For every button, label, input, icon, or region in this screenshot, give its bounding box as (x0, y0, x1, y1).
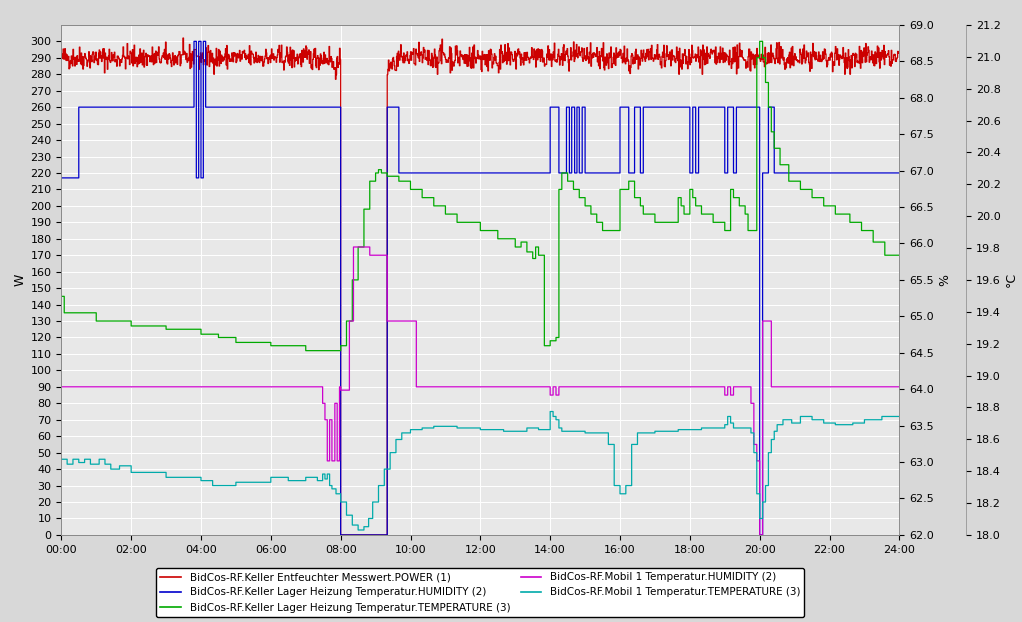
Legend: BidCos-RF.Keller Entfeuchter Messwert.POWER (1), BidCos-RF.Keller Lager Heizung : BidCos-RF.Keller Entfeuchter Messwert.PO… (156, 568, 804, 617)
Y-axis label: °C: °C (1005, 272, 1018, 287)
Y-axis label: W: W (13, 274, 27, 286)
Y-axis label: %: % (938, 274, 951, 286)
